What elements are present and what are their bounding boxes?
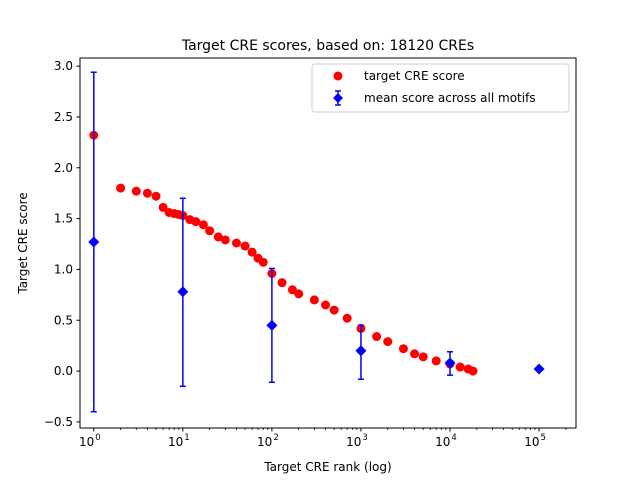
y-tick-label: 0.5 — [54, 313, 73, 327]
score-point — [398, 344, 408, 354]
score-point — [410, 349, 420, 359]
score-point — [198, 220, 208, 230]
score-point — [116, 183, 126, 193]
score-point — [231, 238, 241, 248]
x-tick-label: 101 — [168, 433, 190, 449]
y-tick-label: 2.0 — [54, 161, 73, 175]
legend-label-mean: mean score across all motifs — [364, 91, 536, 105]
plot-frame — [79, 57, 577, 429]
mean-diamond — [444, 357, 456, 369]
legend-marker-mean — [333, 93, 343, 103]
legend: target CRE score mean score across all mo… — [311, 63, 570, 113]
x-tick-label: 102 — [257, 433, 279, 449]
y-tick-label: −0.5 — [44, 415, 73, 429]
mean-diamond — [266, 319, 278, 331]
score-point — [455, 362, 465, 372]
y-axis: −0.5 0.0 0.5 1.0 1.5 2.0 2.5 3.0 — [44, 59, 80, 429]
x-axis-label: Target CRE rank (log) — [263, 460, 391, 474]
score-point — [213, 232, 223, 242]
score-point — [383, 337, 393, 347]
y-axis-label: Target CRE score — [16, 192, 30, 294]
x-tick-label-exponent: 2 — [273, 433, 278, 443]
score-point — [258, 257, 268, 267]
x-tick-label-exponent: 4 — [451, 433, 456, 443]
x-tick-label-exponent: 5 — [540, 433, 545, 443]
score-point — [372, 332, 382, 342]
score-point — [309, 295, 319, 305]
x-tick-label: 104 — [435, 433, 457, 449]
score-point — [158, 202, 168, 212]
score-point — [247, 247, 257, 257]
legend-box — [311, 63, 570, 113]
score-point — [205, 226, 215, 236]
mean-diamond — [177, 286, 189, 298]
legend-marker-score — [333, 71, 343, 81]
score-point — [240, 241, 250, 251]
x-tick-label-exponent: 1 — [184, 433, 189, 443]
chart-title: Target CRE scores, based on: 18120 CREs — [181, 38, 474, 54]
x-tick-label-exponent: 0 — [95, 433, 100, 443]
mean-diamond — [88, 236, 100, 248]
score-point — [131, 186, 141, 196]
y-tick-label: 1.0 — [54, 262, 73, 276]
score-point — [191, 217, 201, 227]
score-point — [151, 191, 161, 201]
score-point — [431, 356, 441, 366]
x-tick-label: 100 — [79, 433, 101, 449]
x-tick-label: 105 — [524, 433, 546, 449]
x-tick-label-exponent: 3 — [362, 433, 367, 443]
x-tick-label: 103 — [346, 433, 368, 449]
y-tick-label: 3.0 — [54, 59, 73, 73]
score-point — [321, 300, 331, 310]
score-point — [294, 289, 304, 299]
mean-diamond — [533, 363, 545, 375]
score-point — [220, 235, 230, 245]
score-point — [329, 305, 339, 315]
score-point — [142, 188, 152, 198]
y-tick-label: 2.5 — [54, 110, 73, 124]
plot-area — [88, 71, 545, 413]
y-tick-label: 0.0 — [54, 364, 73, 378]
x-axis: 100 101 102 103 104 105 — [79, 428, 567, 449]
score-point — [342, 313, 352, 323]
mean-diamond — [355, 345, 367, 357]
score-point — [418, 352, 428, 362]
legend-label-score: target CRE score — [364, 69, 465, 83]
score-point — [277, 278, 287, 288]
y-tick-label: 1.5 — [54, 212, 73, 226]
score-point — [468, 366, 478, 376]
